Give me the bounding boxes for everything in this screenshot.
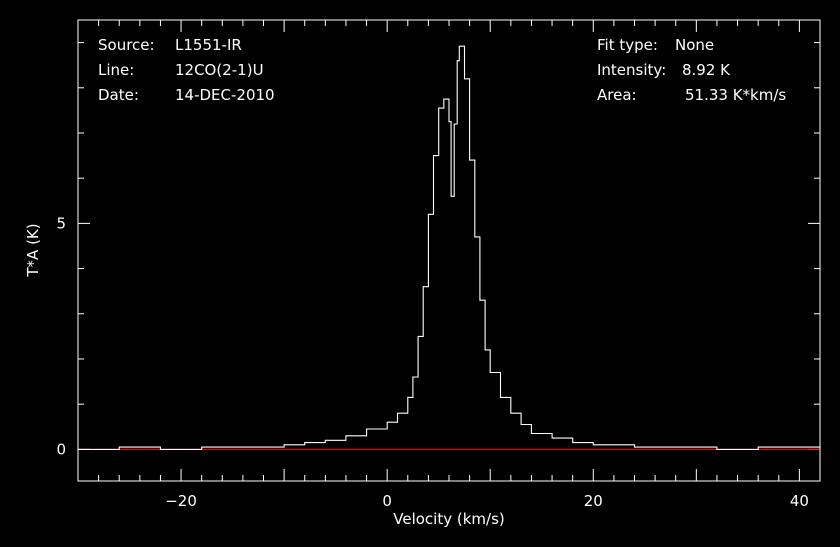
source-label: Source: (98, 36, 155, 54)
x-tick-label: 0 (382, 492, 392, 510)
fit-type-label: Fit type: (597, 36, 658, 54)
x-tick-label: 20 (584, 492, 603, 510)
area-label: Area: (597, 86, 637, 104)
x-tick-label: 40 (790, 492, 809, 510)
line-value: 12CO(2-1)U (175, 61, 264, 79)
y-tick-label: 0 (56, 440, 66, 458)
x-tick-label: −20 (165, 492, 197, 510)
y-tick-label: 5 (56, 214, 66, 232)
source-value: L1551-IR (175, 36, 242, 54)
intensity-label: Intensity: (597, 61, 666, 79)
intensity-value: 8.92 K (682, 61, 731, 79)
x-axis-label: Velocity (km/s) (393, 510, 504, 528)
axis-ticks: −20 0 20 40 0 5 (56, 20, 821, 510)
y-axis-label: T*A (K) (24, 223, 42, 277)
date-label: Date: (98, 86, 139, 104)
date-value: 14-DEC-2010 (175, 86, 275, 104)
line-label: Line: (98, 61, 134, 79)
fit-type-value: None (675, 36, 714, 54)
spectrum-line (78, 45, 821, 450)
area-value: 51.33 K*km/s (685, 86, 786, 104)
